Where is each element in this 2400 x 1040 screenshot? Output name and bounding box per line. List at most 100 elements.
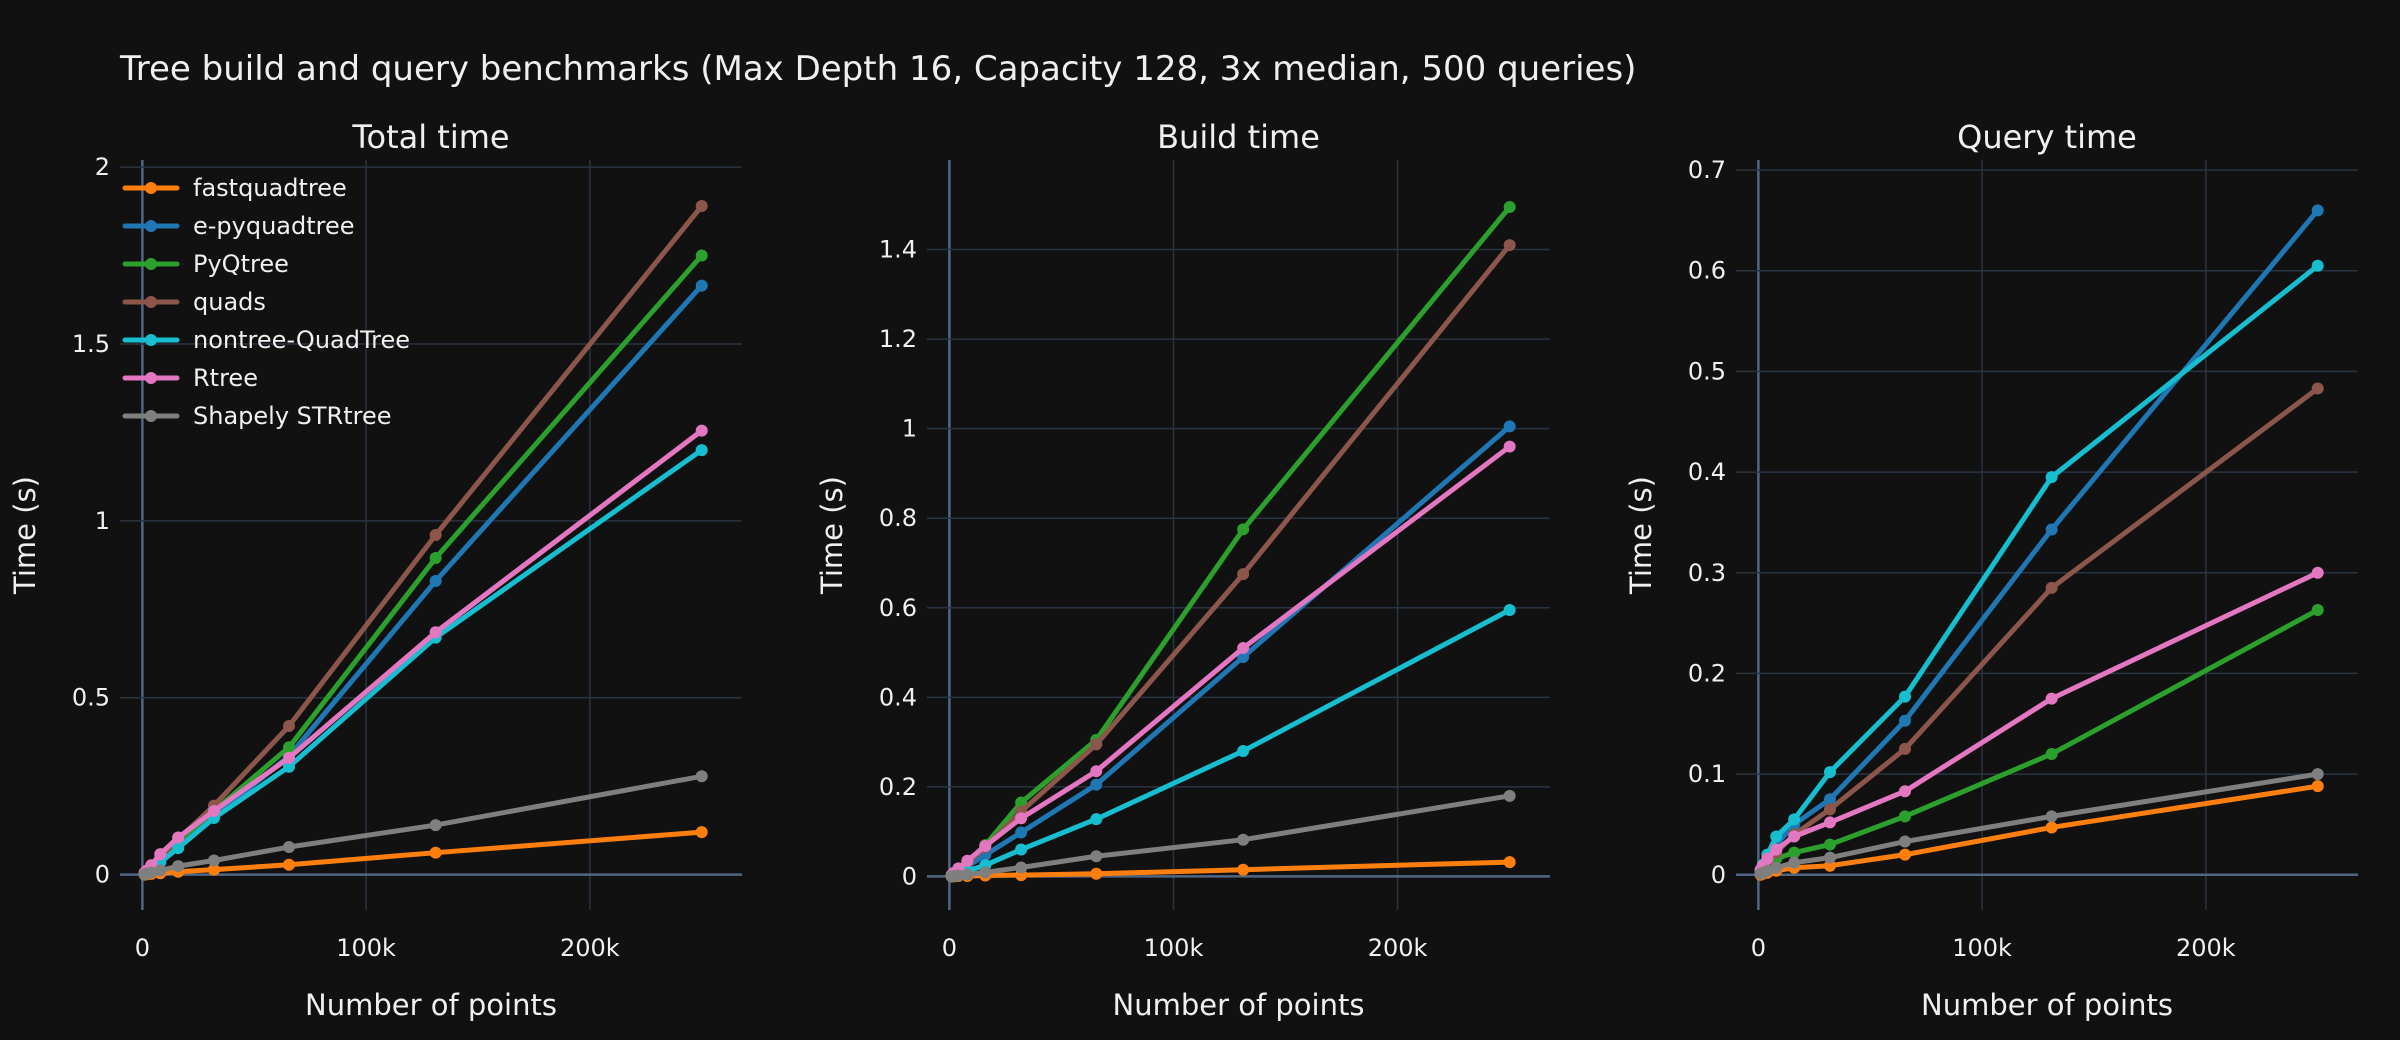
y-tick-label: 0.7 [1688,156,1726,184]
y-tick-label: 1.4 [879,236,917,264]
data-point [1090,850,1103,863]
data-point [1770,861,1783,874]
data-point [1237,642,1250,655]
x-tick-label: 200k [1368,934,1428,962]
figure-title: Tree build and query benchmarks (Max Dep… [119,49,1636,89]
x-tick-label: 0 [1751,934,1766,962]
data-point [1237,745,1250,758]
data-point [1503,789,1516,802]
subplot-title: Query time [1957,118,2137,156]
data-point [172,860,185,873]
y-tick-label: 0.6 [879,594,917,622]
legend-swatch-marker [145,220,157,232]
data-point [695,199,708,212]
data-point [172,842,185,855]
gridlines [120,160,742,910]
legend-item-rtree: Rtree [122,364,258,392]
data-point [1015,843,1028,856]
data-point [979,839,992,852]
data-point [1899,690,1912,703]
y-tick-label: 0.2 [879,773,917,801]
x-axis-title: Number of points [1921,988,2173,1022]
x-tick-label: 100k [1952,934,2012,962]
data-point [1788,813,1801,826]
y-tick-label: 2 [95,153,110,181]
data-point [429,819,442,832]
y-axis-title: Time (s) [1624,476,1658,595]
data-point [207,863,220,876]
data-point [1770,830,1783,843]
legend: fastquadtree e-pyquadtree PyQtree quads nont… [122,174,410,430]
data-point [1823,803,1836,816]
legend-swatch-marker [145,372,157,384]
legend-label: fastquadtree [193,174,347,202]
legend-swatch-marker [145,182,157,194]
data-point [283,751,296,764]
subplot-total-time: 0 100k 200k 0 0.5 1 1.5 2 Total time Number of po… [8,118,742,1022]
legend-item-shapely-strtree: Shapely STRtree [122,402,392,430]
data-point [1899,835,1912,848]
y-tick-label: 0 [902,862,917,890]
y-tick-label: 0.8 [879,504,917,532]
legend-item-quads: quads [122,288,266,316]
x-tick-label: 200k [2176,934,2236,962]
x-tick-label: 200k [560,934,620,962]
data-point [1899,848,1912,861]
data-point [2045,692,2058,705]
x-tick-label: 100k [336,934,396,962]
legend-item-fastquadtree: fastquadtree [122,174,347,202]
data-point [2045,747,2058,760]
data-point [283,741,296,754]
data-point [429,626,442,639]
data-point [283,760,296,773]
data-point [1503,604,1516,616]
legend-label: Shapely STRtree [193,402,392,430]
data-point [1770,843,1783,856]
data-point [283,858,296,871]
y-tick-label: 0.4 [1688,458,1726,486]
data-point [1237,651,1250,664]
data-point [1015,826,1028,839]
data-point [2045,821,2058,834]
data-point [2311,566,2324,579]
legend-item-nontree-quadtree: nontree-QuadTree [122,326,410,354]
data-point [172,831,185,844]
data-point [154,848,167,861]
y-axis-title: Time (s) [8,476,42,595]
legend-label: PyQtree [193,250,289,278]
tick-labels: 0 100k 200k 0 0.1 0.2 0.3 0.4 0.5 0.6 0.7 [1688,156,2236,962]
series-shapely-strtree [138,770,708,881]
y-tick-label: 1 [95,507,110,535]
series-shapely-strtree [945,789,1516,883]
legend-label: e-pyquadtree [193,212,355,240]
data-point [283,841,296,854]
tick-labels: 0 100k 200k 0 0.2 0.4 0.6 0.8 1 1.2 1.4 [879,236,1428,962]
data-point [2311,204,2324,217]
data-point [695,424,708,437]
data-point [2045,810,2058,823]
data-point [2311,382,2324,395]
data-point [1788,830,1801,843]
tick-labels: 0 100k 200k 0 0.5 1 1.5 2 [72,153,620,962]
legend-label: Rtree [193,364,258,392]
data-point [1503,420,1516,433]
data-point [207,854,220,867]
data-point [1237,568,1250,581]
data-point [1823,816,1836,829]
y-tick-label: 0 [95,861,110,889]
x-axis-title: Number of points [305,988,557,1022]
data-point [695,249,708,262]
x-tick-label: 0 [942,934,957,962]
data-point [207,804,220,817]
data-point [1237,523,1250,536]
y-tick-label: 0.2 [1688,659,1726,687]
data-point [1503,201,1516,214]
legend-swatch-marker [145,410,157,422]
y-tick-label: 0.1 [1688,760,1726,788]
data-point [2045,523,2058,536]
data-point [695,279,708,292]
y-tick-label: 0.4 [879,683,917,711]
legend-label: quads [193,288,266,316]
data-point [429,846,442,859]
